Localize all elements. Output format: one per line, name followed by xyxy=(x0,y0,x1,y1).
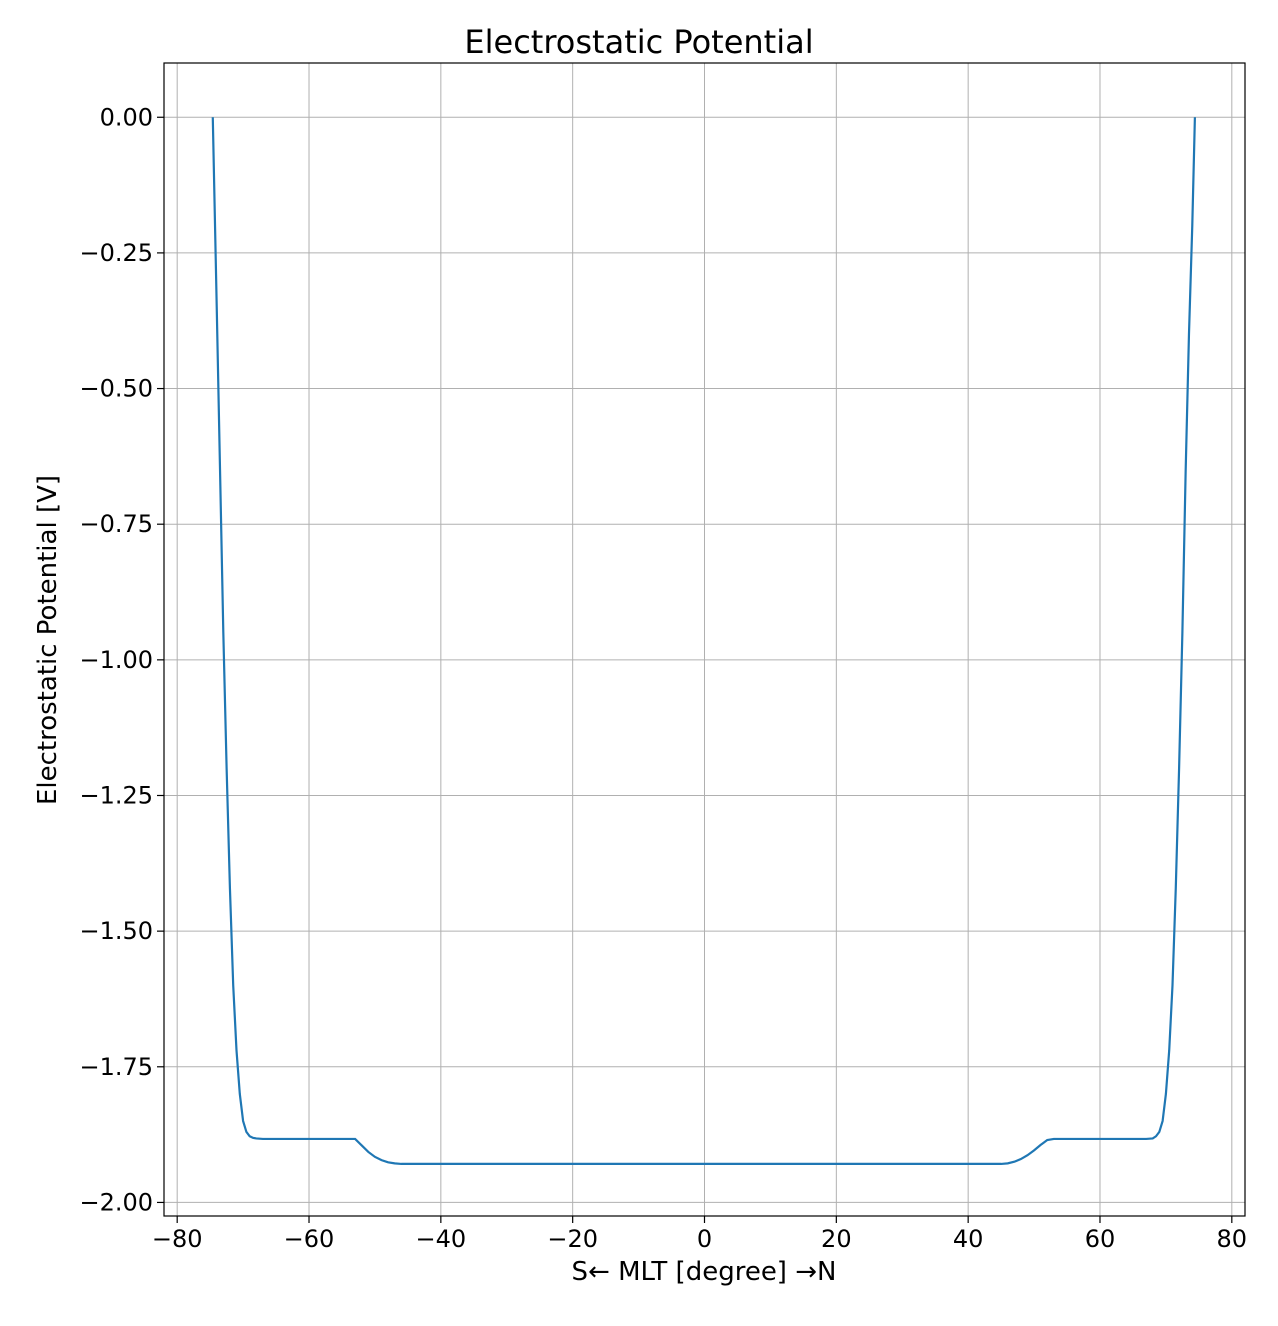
grid-lines xyxy=(164,63,1245,1216)
y-tick-label: −2.00 xyxy=(79,1188,153,1216)
y-axis-label: Electrostatic Potential [V] xyxy=(33,475,63,805)
x-tick-label: −80 xyxy=(152,1225,203,1253)
series-line xyxy=(211,117,1196,1166)
y-tick-label: −0.25 xyxy=(79,239,153,267)
y-tick-label: −1.75 xyxy=(79,1053,153,1081)
x-tick-label: −40 xyxy=(416,1225,467,1253)
y-tick-label: 0.00 xyxy=(100,103,153,131)
y-tick-label: −1.25 xyxy=(79,781,153,809)
x-tick-label: −20 xyxy=(547,1225,598,1253)
x-tick-label: 80 xyxy=(1217,1225,1248,1253)
x-tick-label: 20 xyxy=(821,1225,852,1253)
chart-title: Electrostatic Potential xyxy=(464,23,813,61)
x-tick-label: −60 xyxy=(284,1225,335,1253)
axis-ticks: −80 −60 −40 −20 0 20 40 60 80 0.00 −0.25 −0.50 −0.75… xyxy=(79,103,1247,1253)
x-tick-label: 40 xyxy=(953,1225,984,1253)
y-tick-label: −1.50 xyxy=(79,917,153,945)
x-tick-label: 0 xyxy=(697,1225,712,1253)
y-tick-label: −0.50 xyxy=(79,375,153,403)
y-tick-label: −0.75 xyxy=(79,510,153,538)
x-axis-label: S← MLT [degree] →N xyxy=(572,1257,837,1287)
y-tick-label: −1.00 xyxy=(79,646,153,674)
x-tick-label: 60 xyxy=(1085,1225,1116,1253)
